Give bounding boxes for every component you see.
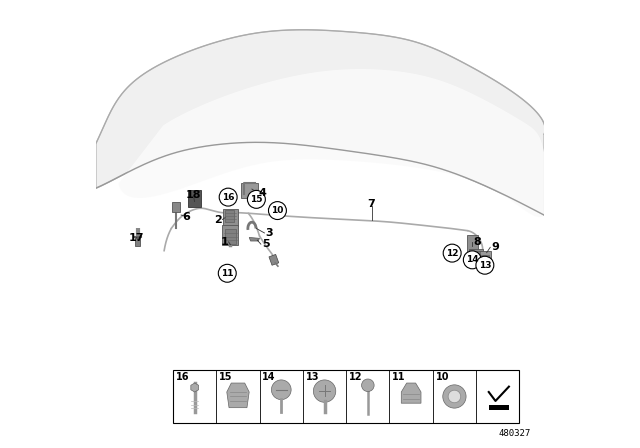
Text: 8: 8: [473, 237, 481, 247]
Text: 3: 3: [266, 228, 273, 238]
Text: 13: 13: [306, 372, 319, 382]
Text: 14: 14: [262, 372, 276, 382]
Circle shape: [444, 244, 461, 262]
Bar: [225, 229, 236, 244]
Text: 7: 7: [367, 199, 376, 209]
Circle shape: [219, 188, 237, 206]
Polygon shape: [191, 383, 198, 392]
Text: 11: 11: [221, 269, 234, 278]
Text: 17: 17: [129, 233, 144, 243]
Text: 2: 2: [214, 215, 221, 224]
Text: 10: 10: [271, 206, 284, 215]
Text: 4: 4: [258, 188, 266, 198]
Text: 10: 10: [435, 372, 449, 382]
Bar: [225, 210, 234, 222]
Polygon shape: [227, 383, 249, 408]
Bar: [223, 209, 237, 226]
Bar: [135, 237, 140, 246]
Text: 6: 6: [182, 212, 190, 222]
Circle shape: [269, 202, 287, 220]
Polygon shape: [118, 69, 548, 217]
Text: 9: 9: [491, 242, 499, 252]
Text: 12: 12: [349, 372, 362, 382]
Circle shape: [218, 264, 236, 282]
Bar: [241, 183, 258, 198]
Text: 16: 16: [176, 372, 189, 382]
Circle shape: [443, 385, 466, 408]
Text: 18: 18: [186, 190, 202, 200]
Circle shape: [271, 380, 291, 400]
Circle shape: [248, 190, 266, 208]
Text: 15: 15: [219, 372, 232, 382]
Circle shape: [463, 251, 481, 269]
Polygon shape: [96, 30, 545, 215]
Text: 12: 12: [446, 249, 458, 258]
Text: 13: 13: [479, 261, 491, 270]
Bar: [172, 202, 180, 212]
Text: 14: 14: [466, 255, 479, 264]
Circle shape: [448, 390, 461, 403]
Bar: [269, 254, 279, 265]
Polygon shape: [401, 383, 421, 403]
Polygon shape: [249, 237, 260, 241]
Circle shape: [314, 380, 336, 402]
Circle shape: [476, 256, 494, 274]
Text: 5: 5: [262, 239, 269, 249]
Text: 15: 15: [250, 195, 262, 204]
Text: 16: 16: [222, 193, 234, 202]
Text: 1: 1: [220, 237, 228, 247]
Bar: [472, 251, 481, 264]
Bar: [188, 190, 202, 207]
Bar: [173, 370, 520, 423]
Bar: [222, 225, 239, 246]
Bar: [489, 405, 509, 410]
Bar: [481, 255, 489, 269]
Text: 480327: 480327: [499, 429, 531, 438]
Bar: [479, 251, 491, 270]
Circle shape: [362, 379, 374, 392]
Bar: [469, 249, 483, 267]
Text: 11: 11: [392, 372, 406, 382]
Bar: [467, 235, 478, 253]
